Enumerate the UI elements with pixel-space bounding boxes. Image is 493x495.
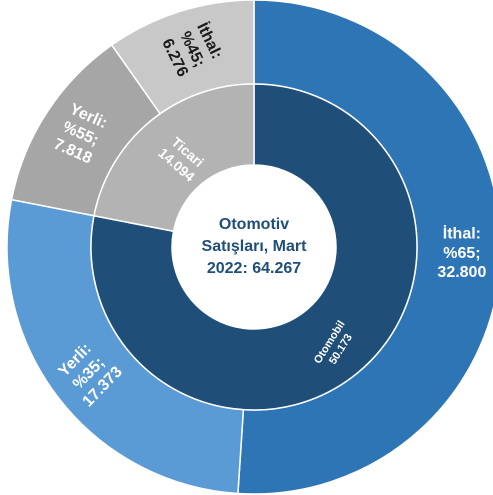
center-hole: [172, 165, 336, 329]
outer-label-otomobil-ithal: İthal: %65; 32.800: [437, 225, 486, 281]
chart-center-title: Otomotiv Satışları, Mart 2022: 64.267: [202, 216, 308, 277]
inner-ring: [90, 83, 418, 411]
